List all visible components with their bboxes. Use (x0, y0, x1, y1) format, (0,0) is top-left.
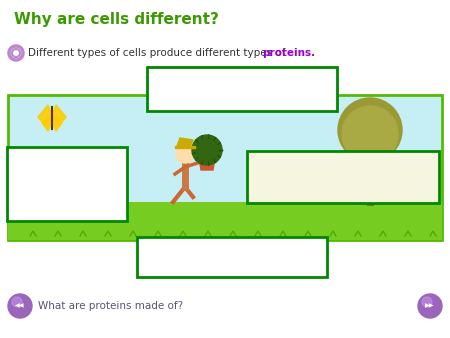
Text: hardening: hardening (37, 184, 97, 194)
Text: Elastin: Elastin (146, 244, 186, 254)
Circle shape (342, 106, 398, 162)
Circle shape (418, 294, 442, 318)
FancyBboxPatch shape (147, 67, 337, 111)
Polygon shape (42, 117, 52, 131)
Text: ▶▶: ▶▶ (425, 304, 435, 309)
Text: What are proteins made of?: What are proteins made of? (38, 301, 183, 311)
Polygon shape (52, 117, 62, 131)
Text: Why are cells different?: Why are cells different? (14, 12, 219, 27)
Text: photosynthesis.: photosynthesis. (296, 177, 390, 187)
Text: ◀◀: ◀◀ (15, 304, 25, 309)
Text: Enzymes: Enzymes (256, 161, 307, 171)
FancyBboxPatch shape (137, 237, 327, 277)
Text: Keratin: Keratin (220, 75, 264, 85)
Circle shape (8, 294, 32, 318)
Circle shape (176, 145, 194, 163)
Polygon shape (52, 105, 66, 127)
Text: collagen: collagen (210, 244, 260, 254)
FancyBboxPatch shape (8, 95, 442, 240)
Text: is a protein in hair,: is a protein in hair, (198, 75, 313, 85)
Circle shape (12, 297, 22, 307)
Circle shape (192, 135, 222, 165)
Text: Elastin and collagen are: Elastin and collagen are (161, 244, 303, 254)
Circle shape (422, 297, 432, 307)
Polygon shape (199, 158, 215, 170)
Text: Enzymes in plants control: Enzymes in plants control (267, 161, 419, 171)
Text: Outer shells of: Outer shells of (24, 154, 110, 164)
Text: proteins.: proteins. (40, 198, 94, 208)
Text: Different types of cells produce different types of: Different types of cells produce differe… (28, 48, 289, 58)
Text: other proteins in skin.: other proteins in skin. (166, 258, 297, 268)
FancyBboxPatch shape (7, 147, 127, 221)
Circle shape (338, 98, 402, 162)
Text: Keratin: Keratin (160, 75, 203, 85)
Polygon shape (177, 138, 193, 147)
Text: nails and some skin cells.: nails and some skin cells. (166, 90, 317, 100)
Text: proteins.: proteins. (262, 48, 315, 58)
Text: insects contain: insects contain (22, 168, 112, 178)
FancyBboxPatch shape (8, 202, 442, 240)
Polygon shape (38, 105, 52, 127)
Polygon shape (175, 146, 195, 148)
Text: Keratin is a protein in hair,: Keratin is a protein in hair, (163, 75, 321, 85)
FancyBboxPatch shape (247, 151, 439, 203)
